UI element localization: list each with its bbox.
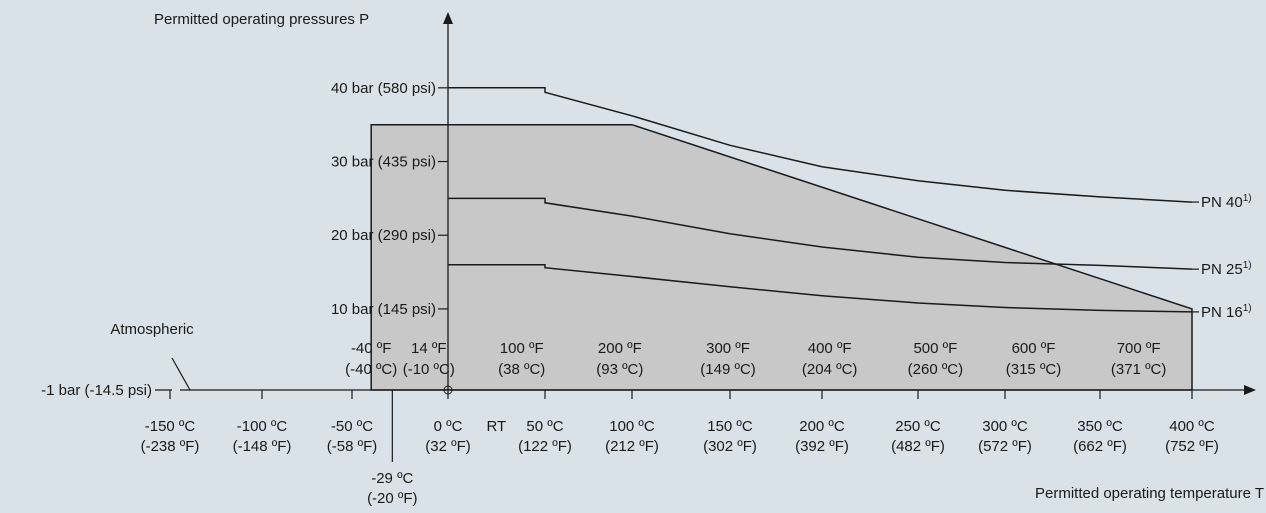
x-tick-label-c: 350 ºC — [1077, 418, 1123, 435]
x-f-label-c: (315 ºC) — [1006, 361, 1062, 378]
x-tick-label-f: (212 ºF) — [605, 438, 659, 455]
x-f-label: 300 ºF — [706, 340, 750, 357]
x-f-label: 700 ºF — [1117, 340, 1161, 357]
x-f-label-c: (149 ºC) — [700, 361, 756, 378]
x-f-label: 600 ºF — [1012, 340, 1056, 357]
x-tick-label-c: 100 ºC — [609, 418, 655, 435]
x-tick-label-c: -150 ºC — [145, 418, 196, 435]
series-label-pn-40: PN 401) — [1201, 193, 1252, 211]
x-tick-label-c: 0 ºC — [434, 418, 463, 435]
atmospheric-label: Atmospheric — [110, 321, 194, 338]
x-tick-label-c: -100 ºC — [237, 418, 288, 435]
atmospheric-pointer — [171, 357, 191, 391]
x-tick-label-f: (32 ºF) — [425, 438, 470, 455]
x-tick-label-f: (-58 ºF) — [327, 438, 377, 455]
x-tick-label-c: 300 ºC — [982, 418, 1028, 435]
series-line-pn-25 — [448, 197, 1193, 270]
series-line-pn-16 — [448, 263, 1193, 313]
series-label-pn-25: PN 251) — [1201, 260, 1252, 278]
baseline-label: -1 bar (-14.5 psi) — [41, 382, 152, 399]
x-tick-label-f: (572 ºF) — [978, 438, 1032, 455]
x-tick-label-c: -50 ºC — [331, 418, 373, 435]
x-f-label: 200 ºF — [598, 340, 642, 357]
x-f-label-c: (38 ºC) — [498, 361, 545, 378]
rt-label: RT — [487, 418, 507, 435]
operating-envelope — [370, 123, 1193, 391]
x-f-label-c: (93 ºC) — [596, 361, 643, 378]
x-extra-label-c: -29 ºC — [371, 470, 413, 487]
envelope-layer — [370, 123, 1193, 391]
x-tick-label-c: 150 ºC — [707, 418, 753, 435]
y-axis-arrow — [443, 12, 453, 24]
x-f-label-c: (-40 ºC) — [345, 361, 397, 378]
x-tick-label-f: (752 ºF) — [1165, 438, 1219, 455]
y-tick-label: 10 bar (145 psi) — [331, 301, 436, 318]
x-f-label-c: (-10 ºC) — [403, 361, 455, 378]
x-tick-label-f: (-148 ºF) — [233, 438, 292, 455]
y-tick-label: 30 bar (435 psi) — [331, 154, 436, 171]
y-tick-label: 40 bar (580 psi) — [331, 80, 436, 97]
x-axis-title: Permitted operating temperature T — [1035, 485, 1264, 502]
x-tick-label-f: (122 ºF) — [518, 438, 572, 455]
series-line-pn-40 — [448, 87, 1193, 203]
x-axis-arrow — [1244, 385, 1256, 395]
labels-layer: PN 401) PN 251) PN 161) 10 bar (145 psi) 20 … — [41, 80, 1251, 507]
x-tick-label-f: (482 ºF) — [891, 438, 945, 455]
axes-layer — [155, 12, 1256, 462]
x-tick-label-c: 50 ºC — [526, 418, 563, 435]
x-f-label-c: (204 ºC) — [802, 361, 858, 378]
series-layer — [448, 87, 1199, 313]
x-f-label-c: (371 ºC) — [1111, 361, 1167, 378]
x-tick-label-f: (302 ºF) — [703, 438, 757, 455]
y-tick-label: 20 bar (290 psi) — [331, 227, 436, 244]
series-label-pn-16: PN 161) — [1201, 303, 1252, 321]
x-tick-label-f: (-238 ºF) — [141, 438, 200, 455]
x-f-label: -40 ºF — [351, 340, 392, 357]
x-tick-label-c: 400 ºC — [1169, 418, 1215, 435]
y-axis-title: Permitted operating pressures P — [154, 11, 369, 28]
x-f-label: 100 ºF — [500, 340, 544, 357]
series-label-footnote: 1) — [1243, 193, 1252, 204]
x-tick-label-f: (392 ºF) — [795, 438, 849, 455]
x-f-label: 500 ºF — [913, 340, 957, 357]
x-tick-label-f: (662 ºF) — [1073, 438, 1127, 455]
x-tick-label-c: 200 ºC — [799, 418, 845, 435]
x-extra-label-f: (-20 ºF) — [367, 490, 417, 507]
x-tick-label-c: 250 ºC — [895, 418, 941, 435]
series-label-footnote: 1) — [1243, 303, 1252, 314]
series-label-footnote: 1) — [1243, 260, 1252, 271]
x-f-label: 400 ºF — [808, 340, 852, 357]
x-f-label: 14 ºF — [411, 340, 447, 357]
x-f-label-c: (260 ºC) — [908, 361, 964, 378]
